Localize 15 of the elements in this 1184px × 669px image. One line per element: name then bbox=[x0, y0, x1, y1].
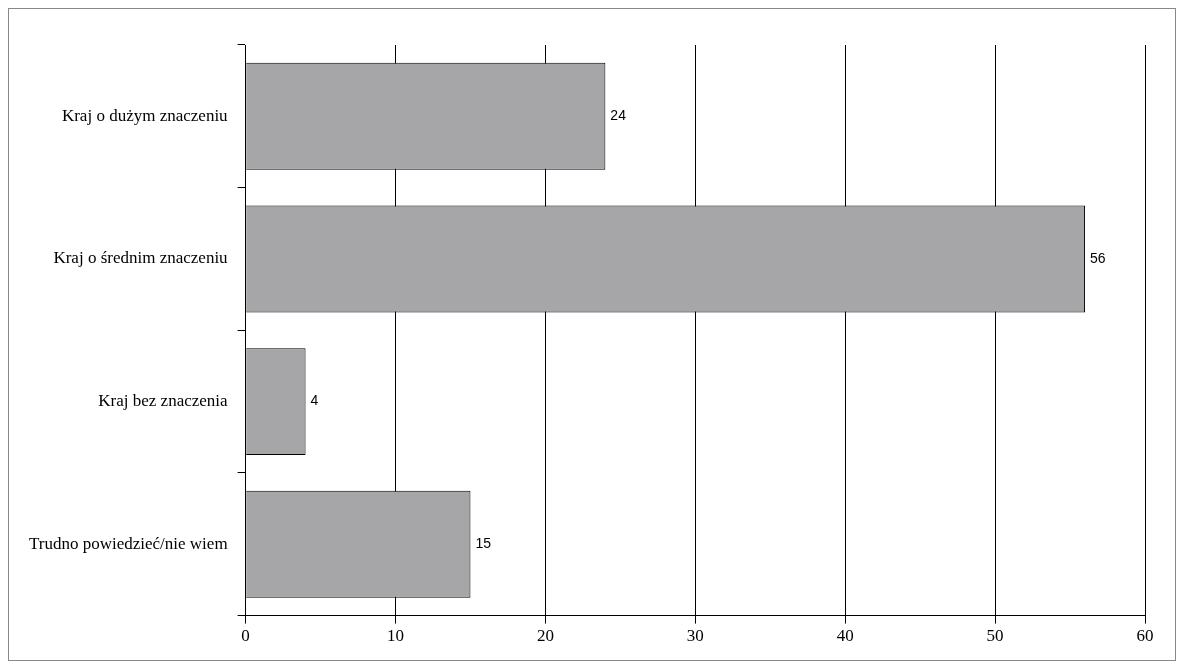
data-label: 4 bbox=[310, 392, 319, 409]
x-tick-label: 60 bbox=[1136, 626, 1154, 646]
y-tick-label: Trudno powiedzieć/nie wiem bbox=[28, 533, 228, 553]
y-tick-label: Kraj o średnim znaczeniu bbox=[53, 248, 229, 268]
data-label: 24 bbox=[610, 107, 627, 124]
x-tick-label: 40 bbox=[836, 626, 854, 646]
y-tick-label: Kraj o dużym znaczeniu bbox=[61, 105, 229, 125]
data-label: 15 bbox=[475, 535, 492, 552]
x-tick-label: 50 bbox=[986, 626, 1004, 646]
x-tick-label: 30 bbox=[686, 626, 704, 646]
x-tick-label: 20 bbox=[536, 626, 554, 646]
data-label: 56 bbox=[1090, 249, 1106, 266]
y-tick-label: Kraj bez znaczenia bbox=[98, 391, 229, 411]
x-tick-label: 0 bbox=[241, 626, 250, 646]
x-tick-label: 10 bbox=[387, 626, 405, 646]
